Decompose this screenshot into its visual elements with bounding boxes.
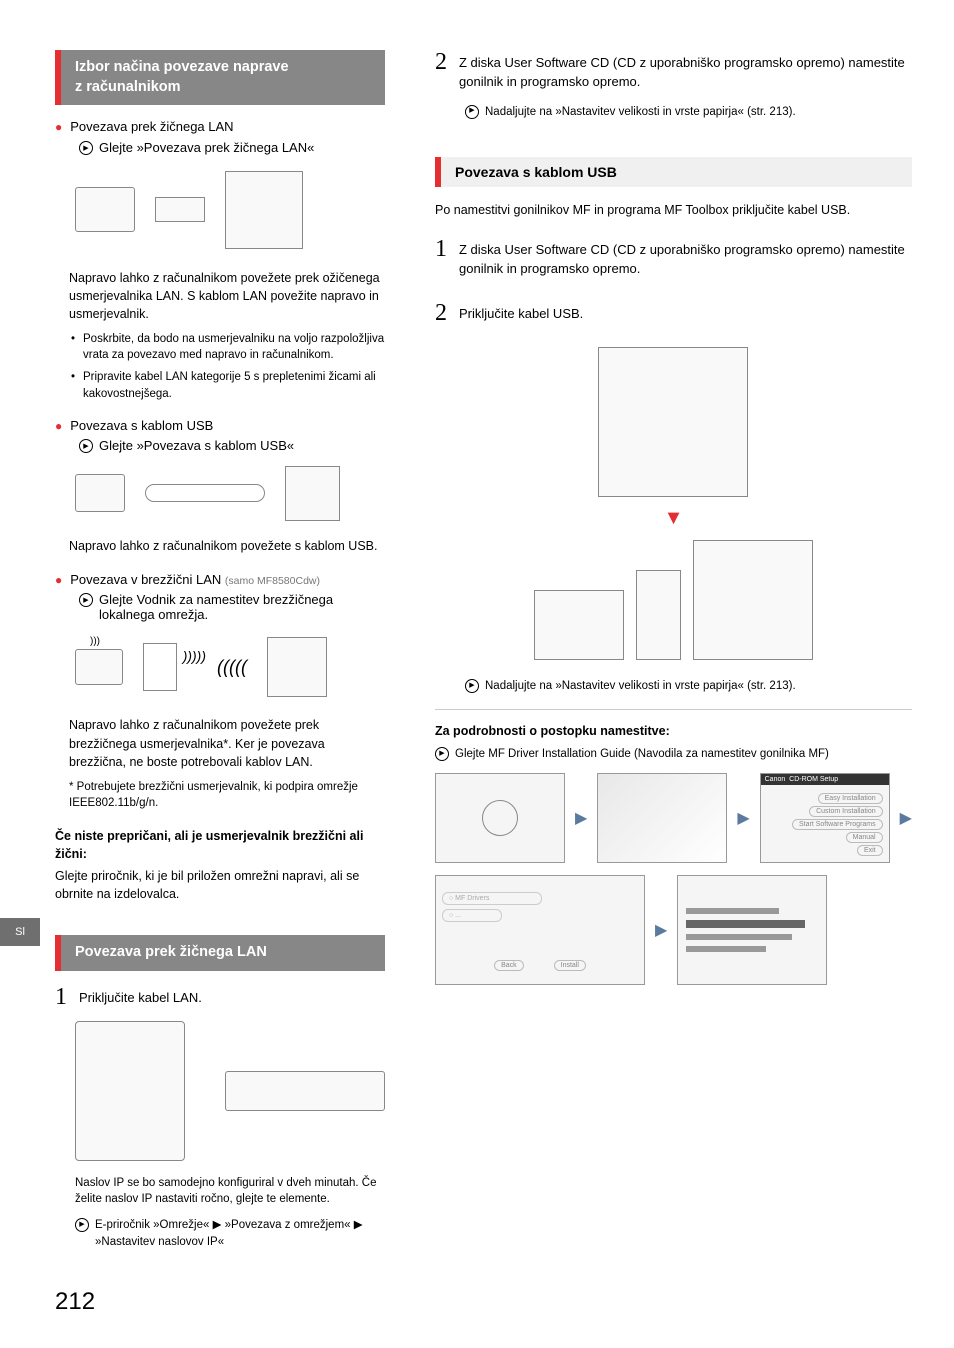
ref-wlan-text: Glejte Vodnik za namestitev brezžičnega … bbox=[99, 592, 385, 622]
option-wired-lan-title: Povezava prek žičnega LAN bbox=[70, 119, 233, 136]
printer-large-icon bbox=[693, 540, 813, 660]
flow-arrow-icon: ▶ bbox=[737, 808, 749, 828]
step-number: 2 bbox=[435, 301, 447, 325]
step-2-usb-text: Priključite kabel USB. bbox=[459, 301, 583, 325]
down-triangle-icon: ▼ bbox=[664, 507, 684, 530]
illustration-usb bbox=[55, 463, 385, 523]
access-point-icon: ))))) bbox=[143, 643, 177, 691]
cd-insert-icon bbox=[435, 773, 565, 863]
section-header-wired-lan: Povezava prek žičnega LAN bbox=[55, 935, 385, 971]
section-header-usb: Povezava s kablom USB bbox=[435, 157, 912, 187]
screenshot-installer: ○ MF Drivers ○ ... BackInstall bbox=[435, 875, 645, 985]
screenshot-setup-menu: Canon CD-ROM Setup Easy Installation Cus… bbox=[760, 773, 890, 863]
details-title: Za podrobnosti o postopku namestitve: bbox=[435, 724, 912, 738]
ref-paper-size-1-text: Nadaljujte na »Nastavitev velikosti in v… bbox=[485, 104, 796, 121]
arrow-icon bbox=[79, 593, 93, 607]
screenshot-progress bbox=[677, 875, 827, 985]
step-1-usb: 1 Z diska User Software CD (CD z uporabn… bbox=[435, 237, 912, 279]
bullet-icon: ● bbox=[55, 418, 62, 435]
arrow-icon bbox=[79, 141, 93, 155]
arrow-icon bbox=[435, 747, 449, 761]
right-column: 2 Z diska User Software CD (CD z uporabn… bbox=[435, 50, 912, 1262]
ref-wired-lan: Glejte »Povezava prek žičnega LAN« bbox=[55, 140, 385, 155]
laptop-icon bbox=[75, 187, 135, 232]
option-wlan: ● Povezava v brezžični LAN (samo MF8580C… bbox=[55, 572, 385, 589]
ref-wired-lan-text: Glejte »Povezava prek žičnega LAN« bbox=[99, 140, 314, 155]
bullet-icon: ● bbox=[55, 572, 62, 589]
ref-usb-text: Glejte »Povezava s kablom USB« bbox=[99, 438, 294, 453]
flow-arrow-icon: ▶ bbox=[900, 808, 912, 828]
desc-usb: Napravo lahko z računalnikom povežete s … bbox=[55, 537, 385, 555]
step-2-software: 2 Z diska User Software CD (CD z uporabn… bbox=[435, 50, 912, 92]
left-column: Izbor načina povezave naprave z računaln… bbox=[55, 50, 385, 1262]
note-ports: Poskrbite, da bodo na usmerjevalniku na … bbox=[55, 331, 385, 363]
note-cable: Pripravite kabel LAN kategorije 5 s prep… bbox=[55, 369, 385, 401]
desc-wired-lan: Napravo lahko z računalnikom povežete pr… bbox=[55, 269, 385, 323]
flow-row-2: ○ MF Drivers ○ ... BackInstall ▶ bbox=[435, 875, 912, 985]
laptop-icon bbox=[75, 474, 125, 512]
illustration-usb-connect: ▼ bbox=[435, 337, 912, 678]
option-usb-title: Povezava s kablom USB bbox=[70, 418, 213, 435]
computer-row bbox=[534, 540, 813, 660]
note-router-unknown-title: Če niste prepričani, ali je usmerjevalni… bbox=[55, 827, 385, 863]
illustration-wired-lan bbox=[55, 165, 385, 255]
ref-driver-guide-text: Glejte MF Driver Installation Guide (Nav… bbox=[455, 746, 829, 763]
illustration-wlan: ))) ))))) ((((( bbox=[55, 632, 385, 702]
ip-auto-desc: Naslov IP se bo samodejno konfiguriral v… bbox=[55, 1175, 385, 1207]
ref-paper-size-2: Nadaljujte na »Nastavitev velikosti in v… bbox=[435, 678, 912, 695]
cable-icon bbox=[145, 484, 265, 502]
option-wlan-title: Povezava v brezžični LAN (samo MF8580Cdw… bbox=[70, 572, 320, 589]
note-router-unknown-desc: Glejte priročnik, ki je bil priložen omr… bbox=[55, 867, 385, 903]
step-1-lan-text: Priključite kabel LAN. bbox=[79, 985, 202, 1009]
arrow-icon bbox=[75, 1218, 89, 1232]
printer-icon bbox=[285, 466, 340, 521]
monitor-icon bbox=[534, 590, 624, 660]
ref-wlan: Glejte Vodnik za namestitev brezžičnega … bbox=[55, 592, 385, 622]
router-icon bbox=[155, 197, 205, 222]
ref-paper-size-1: Nadaljujte na »Nastavitev velikosti in v… bbox=[435, 104, 912, 121]
laptop-icon: ))) bbox=[75, 649, 123, 685]
flow-row-1: ▶ ▶ Canon CD-ROM Setup Easy Installation… bbox=[435, 773, 912, 863]
usb-intro: Po namestitvi gonilnikov MF in programa … bbox=[435, 201, 912, 219]
ref-paper-size-2-text: Nadaljujte na »Nastavitev velikosti in v… bbox=[485, 678, 796, 695]
step-2-usb: 2 Priključite kabel USB. bbox=[435, 301, 912, 325]
language-tab: Sl bbox=[0, 918, 40, 946]
arrow-icon bbox=[79, 439, 93, 453]
illustration-lan-cable bbox=[55, 1021, 385, 1161]
page-columns: Izbor načina povezave naprave z računaln… bbox=[55, 50, 899, 1262]
printer-back-icon bbox=[75, 1021, 185, 1161]
printer-icon bbox=[267, 637, 327, 697]
step-2-software-text: Z diska User Software CD (CD z uporabniš… bbox=[459, 50, 912, 92]
screenshot-manual-icon bbox=[597, 773, 727, 863]
ref-ip-manual: E-priročnik »Omrežje« ▶ »Povezava z omre… bbox=[55, 1217, 385, 1252]
option-usb: ● Povezava s kablom USB bbox=[55, 418, 385, 435]
page-number: 212 bbox=[55, 1288, 95, 1316]
signal-icon: ((((( bbox=[217, 657, 247, 678]
step-1-usb-text: Z diska User Software CD (CD z uporabniš… bbox=[459, 237, 912, 279]
arrow-icon bbox=[465, 105, 479, 119]
footnote-wlan: * Potrebujete brezžični usmerjevalnik, k… bbox=[55, 779, 385, 811]
step-number: 1 bbox=[55, 985, 67, 1009]
step-number: 2 bbox=[435, 50, 447, 92]
network-switch-icon bbox=[225, 1071, 385, 1111]
option-wired-lan: ● Povezava prek žičnega LAN bbox=[55, 119, 385, 136]
desc-wlan: Napravo lahko z računalnikom povežete pr… bbox=[55, 716, 385, 770]
printer-large-icon bbox=[598, 347, 748, 497]
ref-ip-manual-text: E-priročnik »Omrežje« ▶ »Povezava z omre… bbox=[95, 1217, 385, 1252]
bullet-icon: ● bbox=[55, 119, 62, 136]
step-number: 1 bbox=[435, 237, 447, 279]
ref-usb: Glejte »Povezava s kablom USB« bbox=[55, 438, 385, 453]
ref-driver-guide: Glejte MF Driver Installation Guide (Nav… bbox=[435, 746, 912, 763]
flow-arrow-icon: ▶ bbox=[575, 808, 587, 828]
printer-icon bbox=[225, 171, 303, 249]
flow-arrow-icon: ▶ bbox=[655, 920, 667, 940]
tower-icon bbox=[636, 570, 681, 660]
arrow-icon bbox=[465, 679, 479, 693]
step-1-lan: 1 Priključite kabel LAN. bbox=[55, 985, 385, 1009]
section-header-connection-mode: Izbor načina povezave naprave z računaln… bbox=[55, 50, 385, 105]
